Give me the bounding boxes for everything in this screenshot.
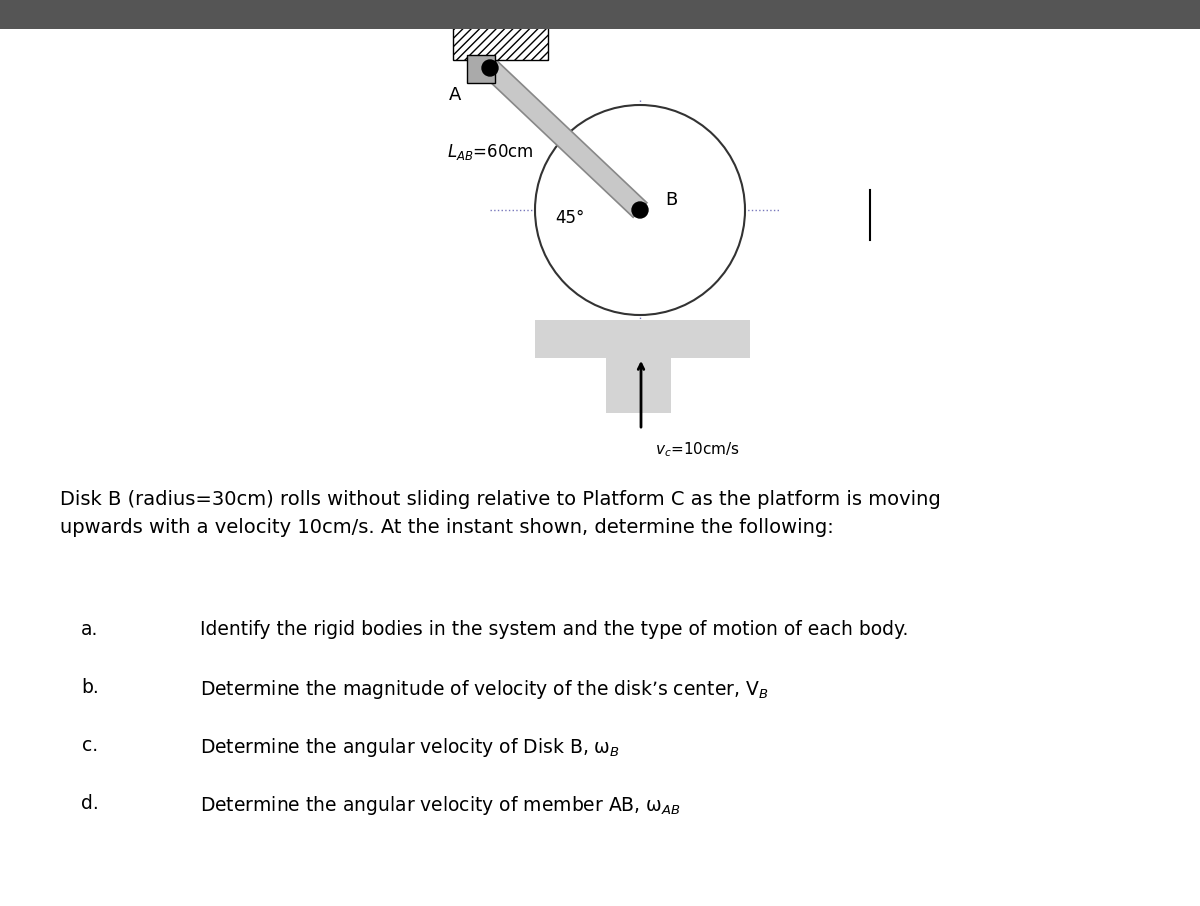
Text: A: A: [449, 86, 461, 104]
Text: Determine the angular velocity of member AB, ω$_{AB}$: Determine the angular velocity of member…: [200, 794, 680, 817]
Polygon shape: [484, 61, 647, 217]
Text: 45°: 45°: [556, 209, 584, 227]
Bar: [535, 320, 750, 358]
Circle shape: [632, 202, 648, 218]
Text: $v_c$=10cm/s: $v_c$=10cm/s: [655, 440, 740, 458]
Text: a.: a.: [82, 620, 98, 639]
Bar: [606, 358, 671, 413]
Text: Determine the angular velocity of Disk B, ω$_B$: Determine the angular velocity of Disk B…: [200, 736, 620, 759]
Text: upwards with a velocity 10cm/s. At the instant shown, determine the following:: upwards with a velocity 10cm/s. At the i…: [60, 518, 834, 537]
Text: d.: d.: [82, 794, 98, 813]
Bar: [454, 5, 548, 60]
Bar: [467, 55, 496, 83]
Circle shape: [535, 105, 745, 315]
Text: Determine the magnitude of velocity of the disk’s center, V$_B$: Determine the magnitude of velocity of t…: [200, 678, 768, 701]
Text: Identify the rigid bodies in the system and the type of motion of each body.: Identify the rigid bodies in the system …: [200, 620, 908, 639]
Text: B: B: [665, 191, 677, 209]
Text: c.: c.: [82, 736, 98, 755]
Bar: [0, 0, 1200, 29]
Text: Disk B (radius=30cm) rolls without sliding relative to Platform C as the platfor: Disk B (radius=30cm) rolls without slidi…: [60, 490, 941, 509]
Text: Platform C: Platform C: [602, 333, 683, 348]
Text: b.: b.: [82, 678, 98, 697]
Text: $L_{AB}$=60cm: $L_{AB}$=60cm: [446, 142, 534, 162]
Circle shape: [482, 60, 498, 76]
